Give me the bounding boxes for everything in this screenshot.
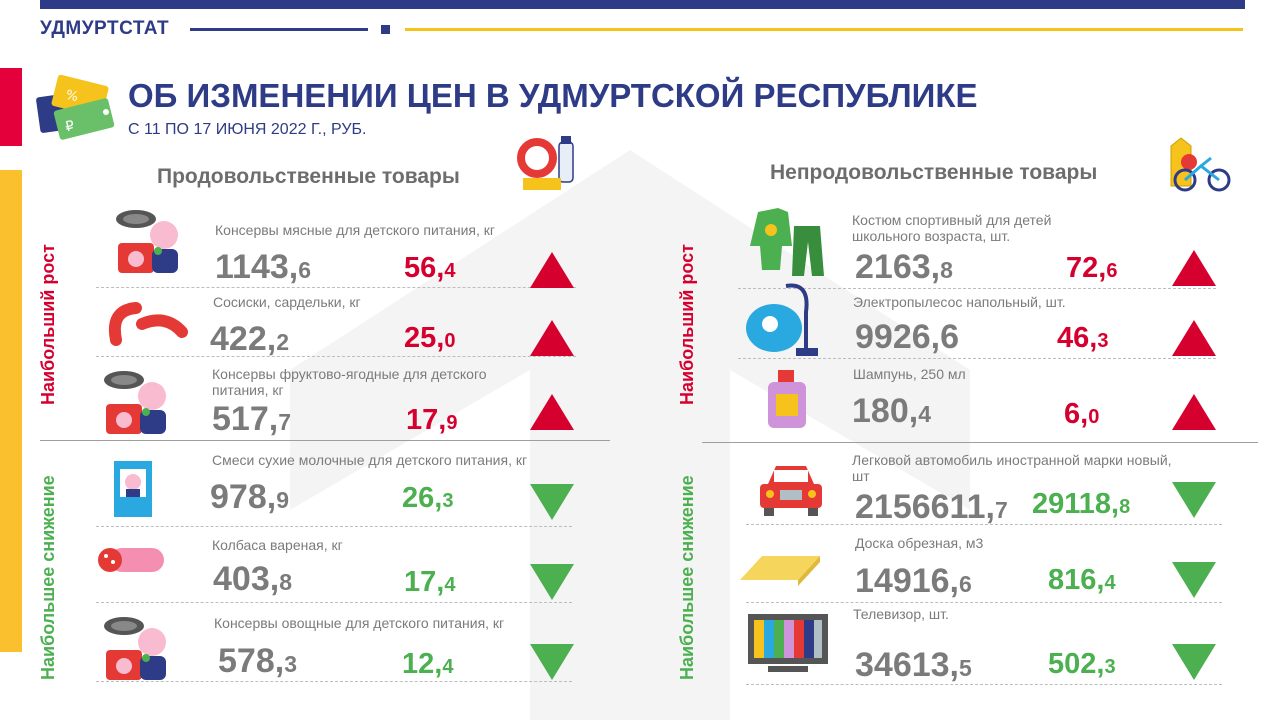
- item-price: 2163,8: [855, 248, 953, 286]
- item-name: Колбаса вареная, кг: [212, 537, 343, 553]
- baby-food-can-icon: [104, 617, 166, 680]
- item-change: 29118,8: [1032, 488, 1131, 520]
- label-growth-nonfood: Наибольший рост: [677, 244, 697, 405]
- item-price: 517,7: [212, 400, 291, 438]
- row-separator: [96, 356, 576, 357]
- item-name: Доска обрезная, м3: [855, 535, 984, 551]
- header-line-accent: [405, 28, 1243, 31]
- section-title-food: Продовольственные товары: [157, 165, 460, 188]
- row-separator: [96, 681, 572, 682]
- clothes-bike-icon: [1170, 137, 1231, 192]
- item-change: 72,6: [1066, 252, 1118, 284]
- item-price: 34613,5: [855, 646, 972, 684]
- yellow-strip: [0, 170, 22, 652]
- down-arrow-icon: [1172, 482, 1216, 518]
- item-name: Консервы мясные для детского питания, кг: [215, 222, 495, 238]
- up-arrow-icon: [1172, 250, 1216, 286]
- up-arrow-icon: [530, 394, 574, 430]
- item-price: 978,9: [210, 478, 289, 516]
- row-separator: [746, 602, 1222, 603]
- item-price: 578,3: [218, 642, 297, 680]
- item-change: 12,4: [402, 648, 454, 680]
- item-change: 46,3: [1057, 322, 1109, 354]
- item-change: 25,0: [404, 322, 456, 354]
- page-subtitle: С 11 ПО 17 ИЮНЯ 2022 Г., РУБ.: [128, 121, 367, 138]
- item-price: 180,4: [852, 392, 931, 430]
- item-change: 6,0: [1064, 398, 1100, 430]
- row-separator: [738, 358, 1216, 359]
- item-name: Электропылесос напольный, шт.: [853, 294, 1066, 310]
- item-name: Консервы овощные для детского питания, к…: [214, 615, 505, 631]
- car-icon: [760, 466, 822, 516]
- tv-icon: [748, 614, 828, 672]
- section-title-nonfood: Непродовольственные товары: [770, 161, 1098, 184]
- up-arrow-icon: [1172, 394, 1216, 430]
- item-change: 17,9: [406, 404, 458, 436]
- row-separator: [746, 684, 1222, 685]
- item-name: Телевизор, шт.: [853, 606, 949, 622]
- page-title: ОБ ИЗМЕНЕНИИ ЦЕН В УДМУРТСКОЙ РЕСПУБЛИКЕ: [128, 77, 978, 114]
- milk-formula-box-icon: [114, 461, 152, 517]
- header-line: [190, 28, 368, 31]
- item-price: 422,2: [210, 320, 289, 358]
- watermark-arrow-icon: [290, 150, 970, 720]
- row-separator: [738, 288, 1216, 289]
- up-arrow-icon: [530, 252, 574, 288]
- item-name: Сосиски, сардельки, кг: [213, 294, 361, 310]
- up-arrow-icon: [530, 320, 574, 356]
- boiled-sausage-icon: [98, 548, 164, 572]
- group-separator: [702, 442, 1258, 443]
- down-arrow-icon: [530, 484, 574, 520]
- board-icon: [734, 546, 826, 586]
- item-price: 2156611,7: [855, 488, 1008, 526]
- svg-text:%: %: [64, 88, 80, 106]
- item-change: 816,4: [1048, 564, 1116, 596]
- item-price: 14916,6: [855, 562, 972, 600]
- row-separator: [746, 524, 1222, 525]
- item-price: 9926,6: [855, 318, 960, 356]
- red-strip: [0, 68, 22, 146]
- item-name: Смеси сухие молочные для детского питани…: [212, 452, 528, 468]
- header-square: [381, 25, 390, 34]
- item-change: 26,3: [402, 482, 454, 514]
- item-price: 403,8: [213, 560, 292, 598]
- item-change: 502,3: [1048, 648, 1116, 680]
- org-name: УДМУРТСТАТ: [40, 18, 170, 39]
- vacuum-cleaner-icon: [746, 283, 818, 356]
- row-separator: [96, 526, 572, 527]
- label-decline-food: Наибольшее снижение: [38, 475, 58, 680]
- down-arrow-icon: [530, 564, 574, 600]
- item-name: Консервы фруктово-ягодные для детского п…: [212, 366, 487, 398]
- item-change: 17,4: [404, 566, 456, 598]
- item-change: 56,4: [404, 252, 456, 284]
- item-name: Легковой автомобиль иностранной марки но…: [852, 452, 1172, 484]
- item-price: 1143,6: [215, 248, 312, 286]
- group-separator: [40, 440, 610, 441]
- label-growth-food: Наибольший рост: [38, 244, 58, 405]
- sausage-icon: [109, 302, 188, 346]
- down-arrow-icon: [1172, 562, 1216, 598]
- svg-text:₽: ₽: [64, 118, 77, 136]
- top-bar: [40, 0, 1245, 9]
- baby-food-can-icon: [104, 371, 166, 434]
- groceries-icon: [517, 136, 574, 190]
- item-name: Шампунь, 250 мл: [853, 366, 966, 382]
- up-arrow-icon: [1172, 320, 1216, 356]
- row-separator: [96, 287, 576, 288]
- label-decline-nonfood: Наибольшее снижение: [677, 475, 697, 680]
- down-arrow-icon: [1172, 644, 1216, 680]
- down-arrow-icon: [530, 644, 574, 680]
- item-name: Костюм спортивный для детей школьного во…: [852, 212, 1052, 244]
- shampoo-bottle-icon: [768, 370, 806, 428]
- tracksuit-icon: [750, 208, 824, 276]
- price-tags-icon: % ₽: [36, 74, 115, 140]
- row-separator: [96, 602, 572, 603]
- baby-food-can-icon: [116, 210, 178, 273]
